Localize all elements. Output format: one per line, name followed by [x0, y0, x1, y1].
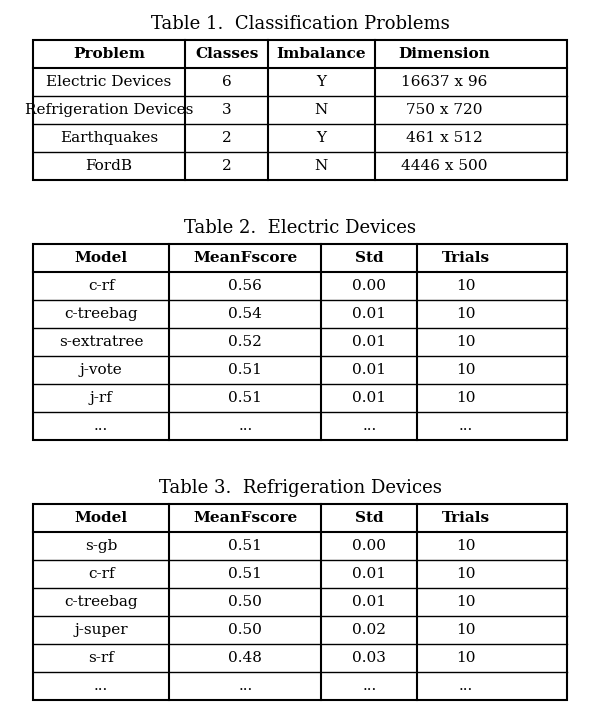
Bar	[33, 244, 567, 440]
Text: c-treebag: c-treebag	[64, 595, 138, 609]
Text: 10: 10	[456, 363, 475, 377]
Text: 461 x 512: 461 x 512	[406, 131, 482, 145]
Text: 0.54: 0.54	[229, 307, 262, 321]
Text: 0.00: 0.00	[352, 539, 386, 553]
Text: 10: 10	[456, 335, 475, 349]
Text: 0.00: 0.00	[352, 279, 386, 293]
Text: Table 2.  Electric Devices: Table 2. Electric Devices	[184, 219, 416, 237]
Text: MeanFscore: MeanFscore	[193, 511, 298, 525]
Text: 0.01: 0.01	[352, 335, 386, 349]
Text: 16637 x 96: 16637 x 96	[401, 75, 487, 89]
Text: 0.50: 0.50	[229, 623, 262, 637]
Text: 0.51: 0.51	[229, 363, 262, 377]
Text: 0.51: 0.51	[229, 567, 262, 581]
Text: 3: 3	[222, 103, 232, 117]
Text: ...: ...	[362, 419, 377, 433]
Text: 0.48: 0.48	[229, 651, 262, 665]
Text: 10: 10	[456, 307, 475, 321]
Text: 0.01: 0.01	[352, 595, 386, 609]
Text: 0.01: 0.01	[352, 307, 386, 321]
Text: FordB: FordB	[86, 159, 133, 173]
Text: 0.52: 0.52	[229, 335, 262, 349]
Text: 10: 10	[456, 623, 475, 637]
Text: 10: 10	[456, 651, 475, 665]
Text: Problem: Problem	[73, 47, 145, 61]
Text: Std: Std	[355, 511, 384, 525]
Text: Model: Model	[74, 251, 128, 265]
Text: 10: 10	[456, 279, 475, 293]
Text: Dimension: Dimension	[398, 47, 490, 61]
Bar	[33, 40, 567, 180]
Text: ...: ...	[458, 419, 473, 433]
Text: 10: 10	[456, 595, 475, 609]
Text: c-treebag: c-treebag	[64, 307, 138, 321]
Text: Table 1.  Classification Problems: Table 1. Classification Problems	[151, 15, 449, 33]
Text: 0.51: 0.51	[229, 391, 262, 405]
Text: Imbalance: Imbalance	[277, 47, 366, 61]
Text: 10: 10	[456, 567, 475, 581]
Text: 4446 x 500: 4446 x 500	[401, 159, 487, 173]
Text: 0.50: 0.50	[229, 595, 262, 609]
Bar	[33, 504, 567, 700]
Text: Earthquakes: Earthquakes	[60, 131, 158, 145]
Text: c-rf: c-rf	[88, 279, 115, 293]
Text: s-rf: s-rf	[88, 651, 114, 665]
Text: N: N	[315, 159, 328, 173]
Text: Y: Y	[316, 131, 326, 145]
Text: 6: 6	[222, 75, 232, 89]
Text: ...: ...	[238, 419, 253, 433]
Text: j-rf: j-rf	[89, 391, 113, 405]
Text: Std: Std	[355, 251, 384, 265]
Text: 0.01: 0.01	[352, 567, 386, 581]
Text: Trials: Trials	[442, 511, 490, 525]
Text: MeanFscore: MeanFscore	[193, 251, 298, 265]
Text: 0.01: 0.01	[352, 391, 386, 405]
Text: Model: Model	[74, 511, 128, 525]
Text: 0.51: 0.51	[229, 539, 262, 553]
Text: ...: ...	[94, 679, 108, 693]
Text: 2: 2	[222, 159, 232, 173]
Text: j-vote: j-vote	[80, 363, 122, 377]
Text: s-extratree: s-extratree	[59, 335, 143, 349]
Text: Refrigeration Devices: Refrigeration Devices	[25, 103, 193, 117]
Text: N: N	[315, 103, 328, 117]
Text: ...: ...	[362, 679, 377, 693]
Text: c-rf: c-rf	[88, 567, 115, 581]
Text: ...: ...	[94, 419, 108, 433]
Text: ...: ...	[238, 679, 253, 693]
Text: j-super: j-super	[74, 623, 128, 637]
Text: 0.56: 0.56	[229, 279, 262, 293]
Text: s-gb: s-gb	[85, 539, 117, 553]
Text: Classes: Classes	[195, 47, 258, 61]
Text: 0.02: 0.02	[352, 623, 386, 637]
Text: Trials: Trials	[442, 251, 490, 265]
Text: Y: Y	[316, 75, 326, 89]
Text: 2: 2	[222, 131, 232, 145]
Text: 10: 10	[456, 539, 475, 553]
Text: Table 3.  Refrigeration Devices: Table 3. Refrigeration Devices	[158, 479, 442, 497]
Text: Electric Devices: Electric Devices	[46, 75, 172, 89]
Text: ...: ...	[458, 679, 473, 693]
Text: 750 x 720: 750 x 720	[406, 103, 482, 117]
Text: 0.03: 0.03	[352, 651, 386, 665]
Text: 10: 10	[456, 391, 475, 405]
Text: 0.01: 0.01	[352, 363, 386, 377]
